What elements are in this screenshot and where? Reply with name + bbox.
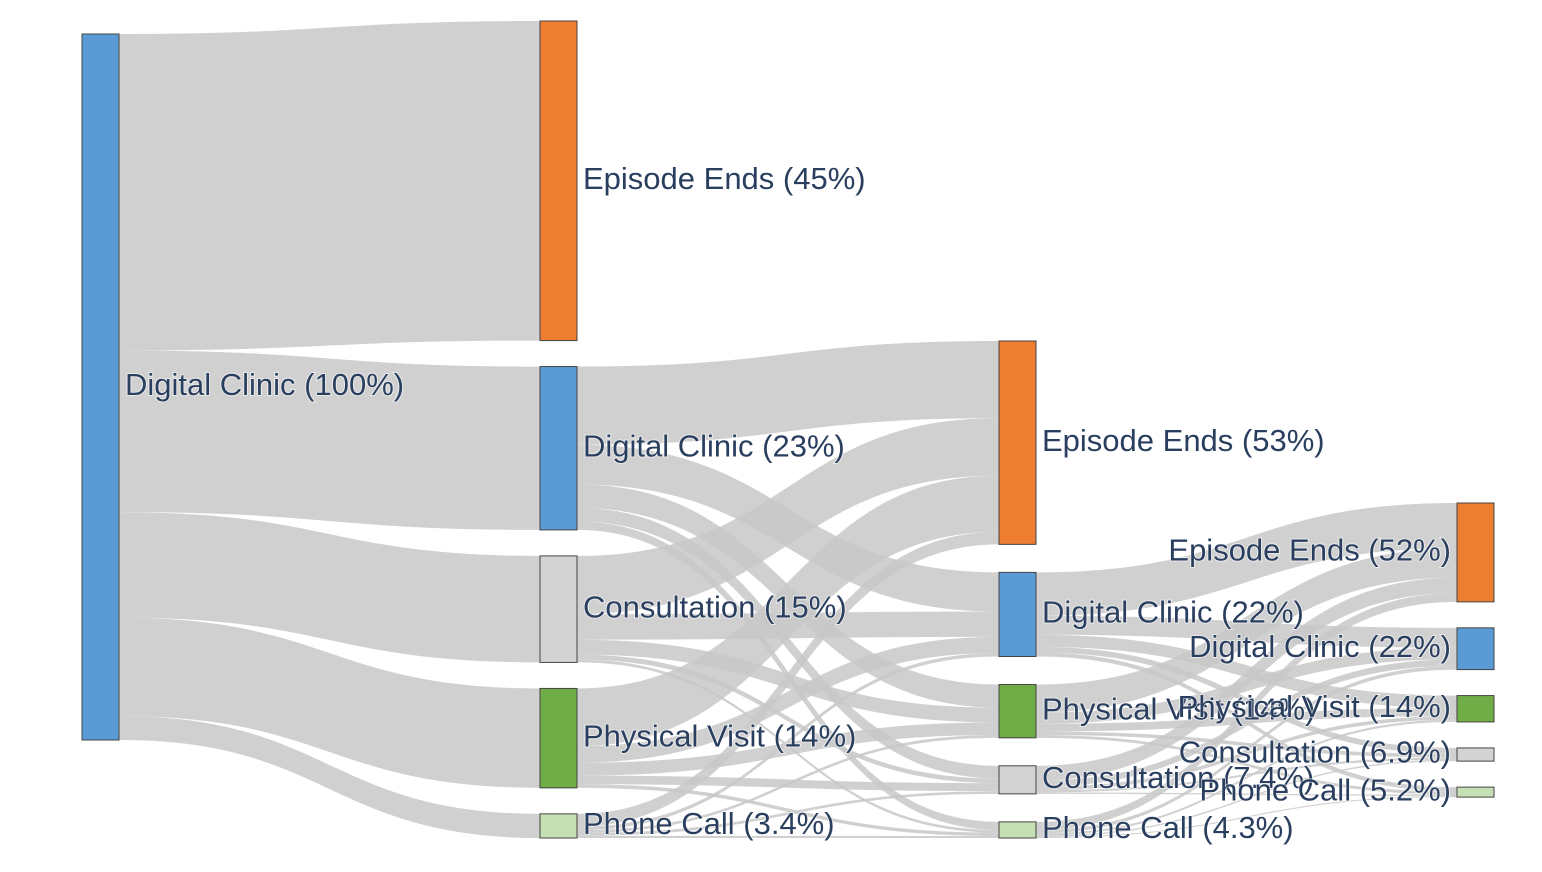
sankey-link	[119, 716, 540, 838]
sankey-node-label: Phone Call (5.2%)	[1199, 772, 1451, 807]
sankey-node-label: Phone Call (3.4%)	[583, 806, 835, 841]
sankey-link	[1036, 646, 1457, 754]
sankey-node-s2-co[interactable]	[998, 765, 1037, 795]
sankey-link	[577, 735, 999, 834]
sankey-link	[1036, 548, 1457, 713]
sankey-node-s3-pv[interactable]	[1456, 695, 1495, 723]
sankey-node-s3-co[interactable]	[1456, 747, 1495, 762]
sankey-link	[577, 784, 999, 836]
sankey-link	[1036, 731, 1457, 758]
sankey-node-label: Episode Ends (45%)	[583, 161, 866, 196]
sankey-node-label: Digital Clinic (22%)	[1042, 595, 1304, 630]
sankey-node-s1-ee[interactable]	[539, 20, 578, 342]
sankey-link	[1036, 665, 1457, 834]
sankey-node-label: Digital Clinic (22%)	[1189, 629, 1451, 664]
sankey-link	[577, 507, 999, 779]
sankey-node-label: Phone Call (4.3%)	[1042, 810, 1294, 845]
sankey-link	[1036, 503, 1457, 616]
sankey-link	[1036, 792, 1457, 797]
sankey-node-s2-dc[interactable]	[998, 571, 1037, 658]
sankey-link	[577, 654, 999, 784]
sankey-node-label: Digital Clinic (23%)	[583, 428, 845, 463]
sankey-node-label: Consultation (6.9%)	[1179, 735, 1451, 770]
sankey-link	[1036, 659, 1457, 787]
sankey-node-s1-pv[interactable]	[539, 687, 578, 789]
sankey-node-label: Physical Visit (14%)	[1178, 689, 1451, 724]
sankey-node-s3-dc[interactable]	[1456, 627, 1495, 671]
sankey-link	[577, 835, 999, 838]
sankey-link	[119, 512, 540, 663]
sankey-link	[1036, 634, 1457, 709]
sankey-link	[577, 341, 999, 445]
sankey-node-s2-ee[interactable]	[998, 340, 1037, 545]
sankey-link	[1036, 708, 1457, 732]
sankey-node-label: Physical Visit (14%)	[1042, 691, 1315, 726]
sankey-labels: Digital Clinic (100%) Episode Ends (45%) D…	[124, 160, 1452, 846]
sankey-link	[1036, 735, 1457, 795]
sankey-link	[577, 418, 999, 615]
sankey-node-s3-pc[interactable]	[1456, 786, 1495, 798]
sankey-node-label: Consultation (7.4%)	[1042, 760, 1314, 795]
sankey-node-s1-dc[interactable]	[539, 366, 578, 531]
sankey-link	[577, 791, 999, 836]
sankey-link	[119, 350, 540, 530]
sankey-link	[1036, 716, 1457, 791]
sankey-node-s0-dc[interactable]	[81, 33, 120, 741]
sankey-node-label: Episode Ends (52%)	[1168, 533, 1451, 568]
sankey-node-s2-pv[interactable]	[998, 684, 1037, 739]
sankey-link	[1036, 719, 1457, 836]
sankey-link	[577, 531, 999, 827]
sankey-links	[119, 21, 1457, 838]
sankey-link	[577, 722, 999, 776]
sankey-link	[1036, 796, 1457, 838]
sankey-node-s3-ee[interactable]	[1456, 502, 1495, 603]
sankey-node-s1-pc[interactable]	[539, 813, 578, 839]
sankey-link	[1036, 759, 1457, 837]
sankey-link	[119, 21, 540, 351]
sankey-link	[577, 475, 999, 747]
sankey-node-label: Episode Ends (53%)	[1042, 423, 1325, 458]
sankey-link	[1036, 593, 1457, 831]
sankey-link	[119, 617, 540, 788]
sankey-node-label: Digital Clinic (100%)	[125, 367, 404, 402]
sankey-node-label: Consultation (15%)	[583, 589, 847, 624]
sankey-link	[577, 653, 999, 831]
sankey-node-s2-pc[interactable]	[998, 821, 1037, 839]
sankey-link	[1036, 757, 1457, 793]
sankey-nodes	[81, 20, 1495, 839]
sankey-node-label: Physical Visit (14%)	[583, 718, 856, 753]
sankey-link	[1036, 577, 1457, 781]
sankey-node-s1-co[interactable]	[539, 555, 578, 663]
sankey-link	[577, 636, 999, 763]
